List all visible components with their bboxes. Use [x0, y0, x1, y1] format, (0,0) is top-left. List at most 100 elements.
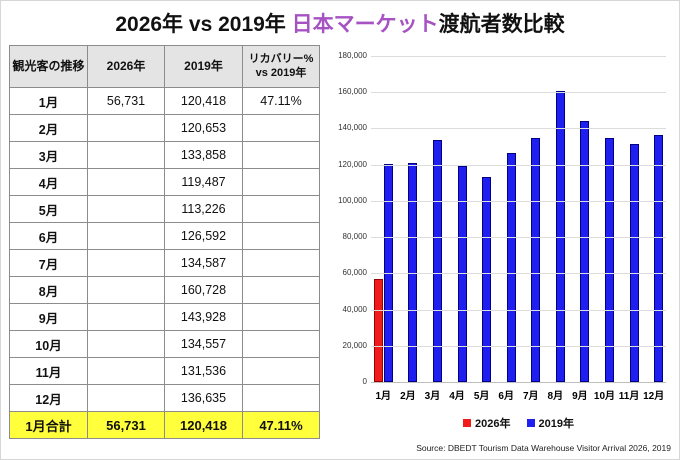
value-2026-cell: [87, 249, 165, 277]
value-2026-cell: [87, 384, 165, 412]
y-tick-label: 100,000: [338, 195, 367, 205]
value-2026-cell: [87, 168, 165, 196]
y-tick-label: 120,000: [338, 159, 367, 169]
visitor-table: 観光客の推移 2026年 2019年 リカバリー% vs 2019年 1月 56,…: [9, 45, 320, 439]
bar-groups: [371, 56, 666, 382]
bar-2019年-10月: [604, 138, 614, 382]
bar-group-11月: [617, 56, 642, 382]
bar-slot: [644, 56, 653, 382]
value-2026-cell: [87, 195, 165, 223]
table-row: 5月 113,226: [9, 195, 320, 223]
total-2019: 120,418: [164, 411, 243, 439]
legend-item-2026年: 2026年: [463, 415, 511, 431]
bar-group-6月: [494, 56, 519, 382]
month-cell: 10月: [9, 330, 88, 358]
x-tick-label: 11月: [618, 391, 640, 402]
x-axis: 1月 2月 3月 4月 5月 6月 7月 8月 9月 10月 11月 12月: [371, 387, 666, 402]
bar-slot: [506, 56, 516, 382]
recovery-cell: [242, 357, 320, 385]
recovery-cell: [242, 141, 320, 169]
x-tick-label: 8月: [547, 391, 564, 402]
y-axis: 0 20,000 40,000 60,000 80,000 100,000 120,000 1…: [329, 52, 367, 386]
value-2019-cell: 136,635: [164, 384, 243, 412]
value-2019-cell: 119,487: [164, 168, 243, 196]
bar-group-4月: [445, 56, 470, 382]
chart-source: Source: DBEDT Tourism Data Warehouse Vis…: [416, 443, 671, 453]
month-cell: 2月: [9, 114, 88, 142]
gridline: [371, 345, 666, 347]
y-tick-label: 80,000: [342, 232, 367, 242]
value-2019-cell: 113,226: [164, 195, 243, 223]
month-cell: 3月: [9, 141, 88, 169]
bar-2019年-3月: [432, 139, 442, 382]
value-2019-cell: 133,858: [164, 141, 243, 169]
month-cell: 12月: [9, 384, 88, 412]
table-row: 7月 134,587: [9, 249, 320, 277]
bar-slot: [423, 56, 432, 382]
bar-slot: [408, 56, 418, 382]
bar-group-3月: [420, 56, 445, 382]
gridline: [371, 164, 666, 166]
y-tick-label: 180,000: [338, 51, 367, 60]
bar-group-7月: [518, 56, 543, 382]
month-cell: 1月: [9, 87, 88, 115]
bar-chart: 0 20,000 40,000 60,000 80,000 100,000 120,000 1…: [329, 47, 675, 455]
gridline: [371, 56, 666, 57]
bar-slot: [654, 56, 664, 382]
page-title: 2026年 vs 2019年 日本マーケット渡航者数比較: [1, 8, 679, 38]
gridline: [371, 309, 666, 311]
value-2019-cell: 126,592: [164, 222, 243, 250]
bar-slot: [604, 56, 614, 382]
legend-swatch-icon: [463, 419, 472, 427]
y-tick-label: 140,000: [338, 123, 367, 133]
value-2019-cell: 143,928: [164, 303, 243, 331]
recovery-cell: [242, 303, 320, 331]
bar-slot: [398, 56, 407, 382]
gridline: [371, 200, 666, 202]
y-tick-label: 40,000: [342, 304, 367, 314]
bar-group-2月: [396, 56, 421, 382]
x-tick-label: 3月: [424, 391, 441, 402]
legend-label: 2026年: [475, 418, 511, 430]
bar-slot: [546, 56, 555, 382]
x-tick-label: 1月: [375, 391, 392, 402]
recovery-cell: [242, 384, 320, 412]
table-row: 10月 134,557: [9, 330, 320, 358]
bar-2019年-7月: [531, 138, 541, 382]
recovery-cell: [242, 276, 320, 304]
bar-2019年-6月: [506, 152, 516, 382]
bar-slot: [555, 56, 565, 382]
value-2019-cell: 134,557: [164, 330, 243, 358]
bar-slot: [580, 56, 590, 382]
value-2026-cell: [87, 357, 165, 385]
month-cell: 9月: [9, 303, 88, 331]
bar-slot: [595, 56, 604, 382]
bar-slot: [620, 56, 629, 382]
bar-2019年-9月: [580, 121, 590, 382]
bar-2019年-1月: [383, 163, 393, 382]
gridline: [371, 128, 666, 130]
month-cell: 11月: [9, 357, 88, 385]
table-row: 1月 56,731 120,418 47.11%: [9, 87, 320, 115]
bar-group-9月: [568, 56, 593, 382]
gridline: [371, 92, 666, 94]
month-cell: 8月: [9, 276, 88, 304]
recovery-cell: [242, 249, 320, 277]
table-row: 8月 160,728: [9, 276, 320, 304]
bar-slot: [457, 56, 467, 382]
recovery-cell: [242, 330, 320, 358]
bar-slot: [472, 56, 481, 382]
bar-group-5月: [469, 56, 494, 382]
bar-slot: [482, 56, 492, 382]
page-title-suffix: 渡航者数比較: [438, 13, 565, 36]
table-total-row: 1月合計 56,731 120,418 47.11%: [9, 411, 320, 439]
bar-2019年-5月: [482, 176, 492, 382]
bar-slot: [432, 56, 442, 382]
x-tick-label: 12月: [643, 391, 665, 402]
value-2019-cell: 120,418: [164, 87, 243, 115]
table-header-row: 観光客の推移 2026年 2019年 リカバリー% vs 2019年: [9, 45, 320, 88]
bar-2019年-11月: [629, 143, 639, 382]
gridline: [371, 237, 666, 239]
value-2026-cell: [87, 276, 165, 304]
value-2019-cell: 134,587: [164, 249, 243, 277]
